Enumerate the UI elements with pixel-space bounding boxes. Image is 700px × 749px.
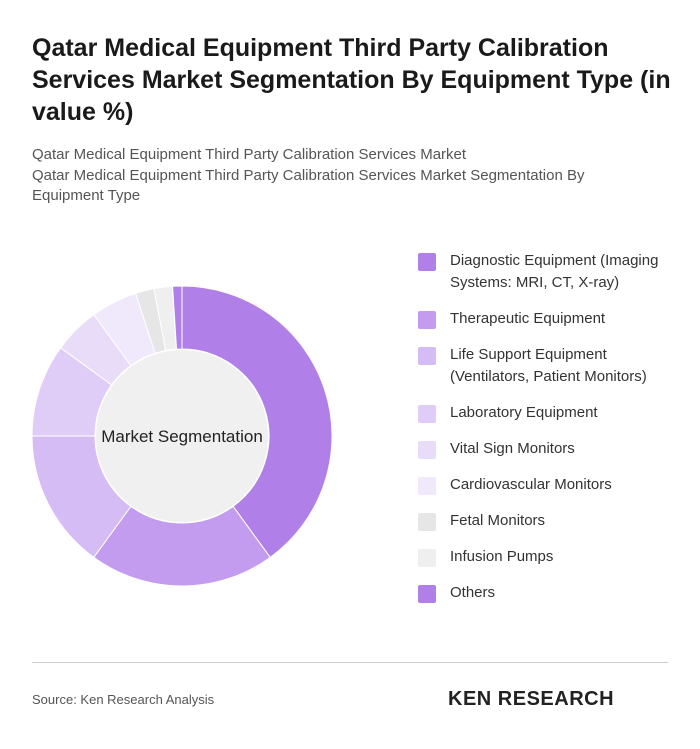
- legend-item: Life Support Equipment (Ventilators, Pat…: [418, 344, 688, 388]
- legend-label: Diagnostic Equipment (Imaging Systems: M…: [450, 252, 659, 291]
- legend-item: Therapeutic Equipment: [418, 308, 688, 330]
- legend-label: Infusion Pumps: [450, 548, 554, 565]
- donut-hole: [96, 350, 268, 522]
- legend-swatch: [418, 311, 436, 329]
- legend-label: Laboratory Equipment: [450, 404, 598, 421]
- legend-swatch: [418, 513, 436, 531]
- legend-item: Vital Sign Monitors: [418, 438, 688, 460]
- subtitle: Qatar Medical Equipment Third Party Cali…: [32, 146, 467, 163]
- center-label: Market Segmentation: [101, 427, 263, 446]
- legend-label: Cardiovascular Monitors: [450, 476, 612, 493]
- legend-item: Fetal Monitors: [418, 510, 688, 532]
- donut-segment: [172, 285, 183, 350]
- legend: Diagnostic Equipment (Imaging Systems: M…: [418, 250, 688, 618]
- divider: [32, 662, 668, 663]
- legend-swatch: [418, 253, 436, 271]
- subtitle: Qatar Medical Equipment Third Party Cali…: [32, 167, 585, 204]
- legend-swatch: [418, 549, 436, 567]
- source: Source: Ken Research Analysis: [32, 692, 215, 707]
- legend-item: Laboratory Equipment: [418, 402, 688, 424]
- chart-title: Qatar Medical Equipment Third Party Cali…: [32, 34, 671, 126]
- legend-swatch: [418, 347, 436, 365]
- legend-item: Diagnostic Equipment (Imaging Systems: M…: [418, 250, 688, 294]
- legend-label: Vital Sign Monitors: [450, 440, 575, 457]
- donut-segment: [181, 285, 333, 559]
- logo: KEN RESEARCH: [448, 688, 615, 710]
- legend-swatch: [418, 585, 436, 603]
- chart: Market Segmentation: [31, 285, 333, 587]
- legend-swatch: [418, 441, 436, 459]
- legend-label: Others: [450, 584, 496, 601]
- legend-label: Therapeutic Equipment: [450, 310, 606, 327]
- legend-item: Cardiovascular Monitors: [418, 474, 688, 496]
- legend-item: Others: [418, 582, 688, 604]
- legend-label: Life Support Equipment (Ventilators, Pat…: [450, 346, 647, 385]
- legend-item: Infusion Pumps: [418, 546, 688, 568]
- legend-swatch: [418, 477, 436, 495]
- legend-label: Fetal Monitors: [450, 512, 546, 529]
- legend-swatch: [418, 405, 436, 423]
